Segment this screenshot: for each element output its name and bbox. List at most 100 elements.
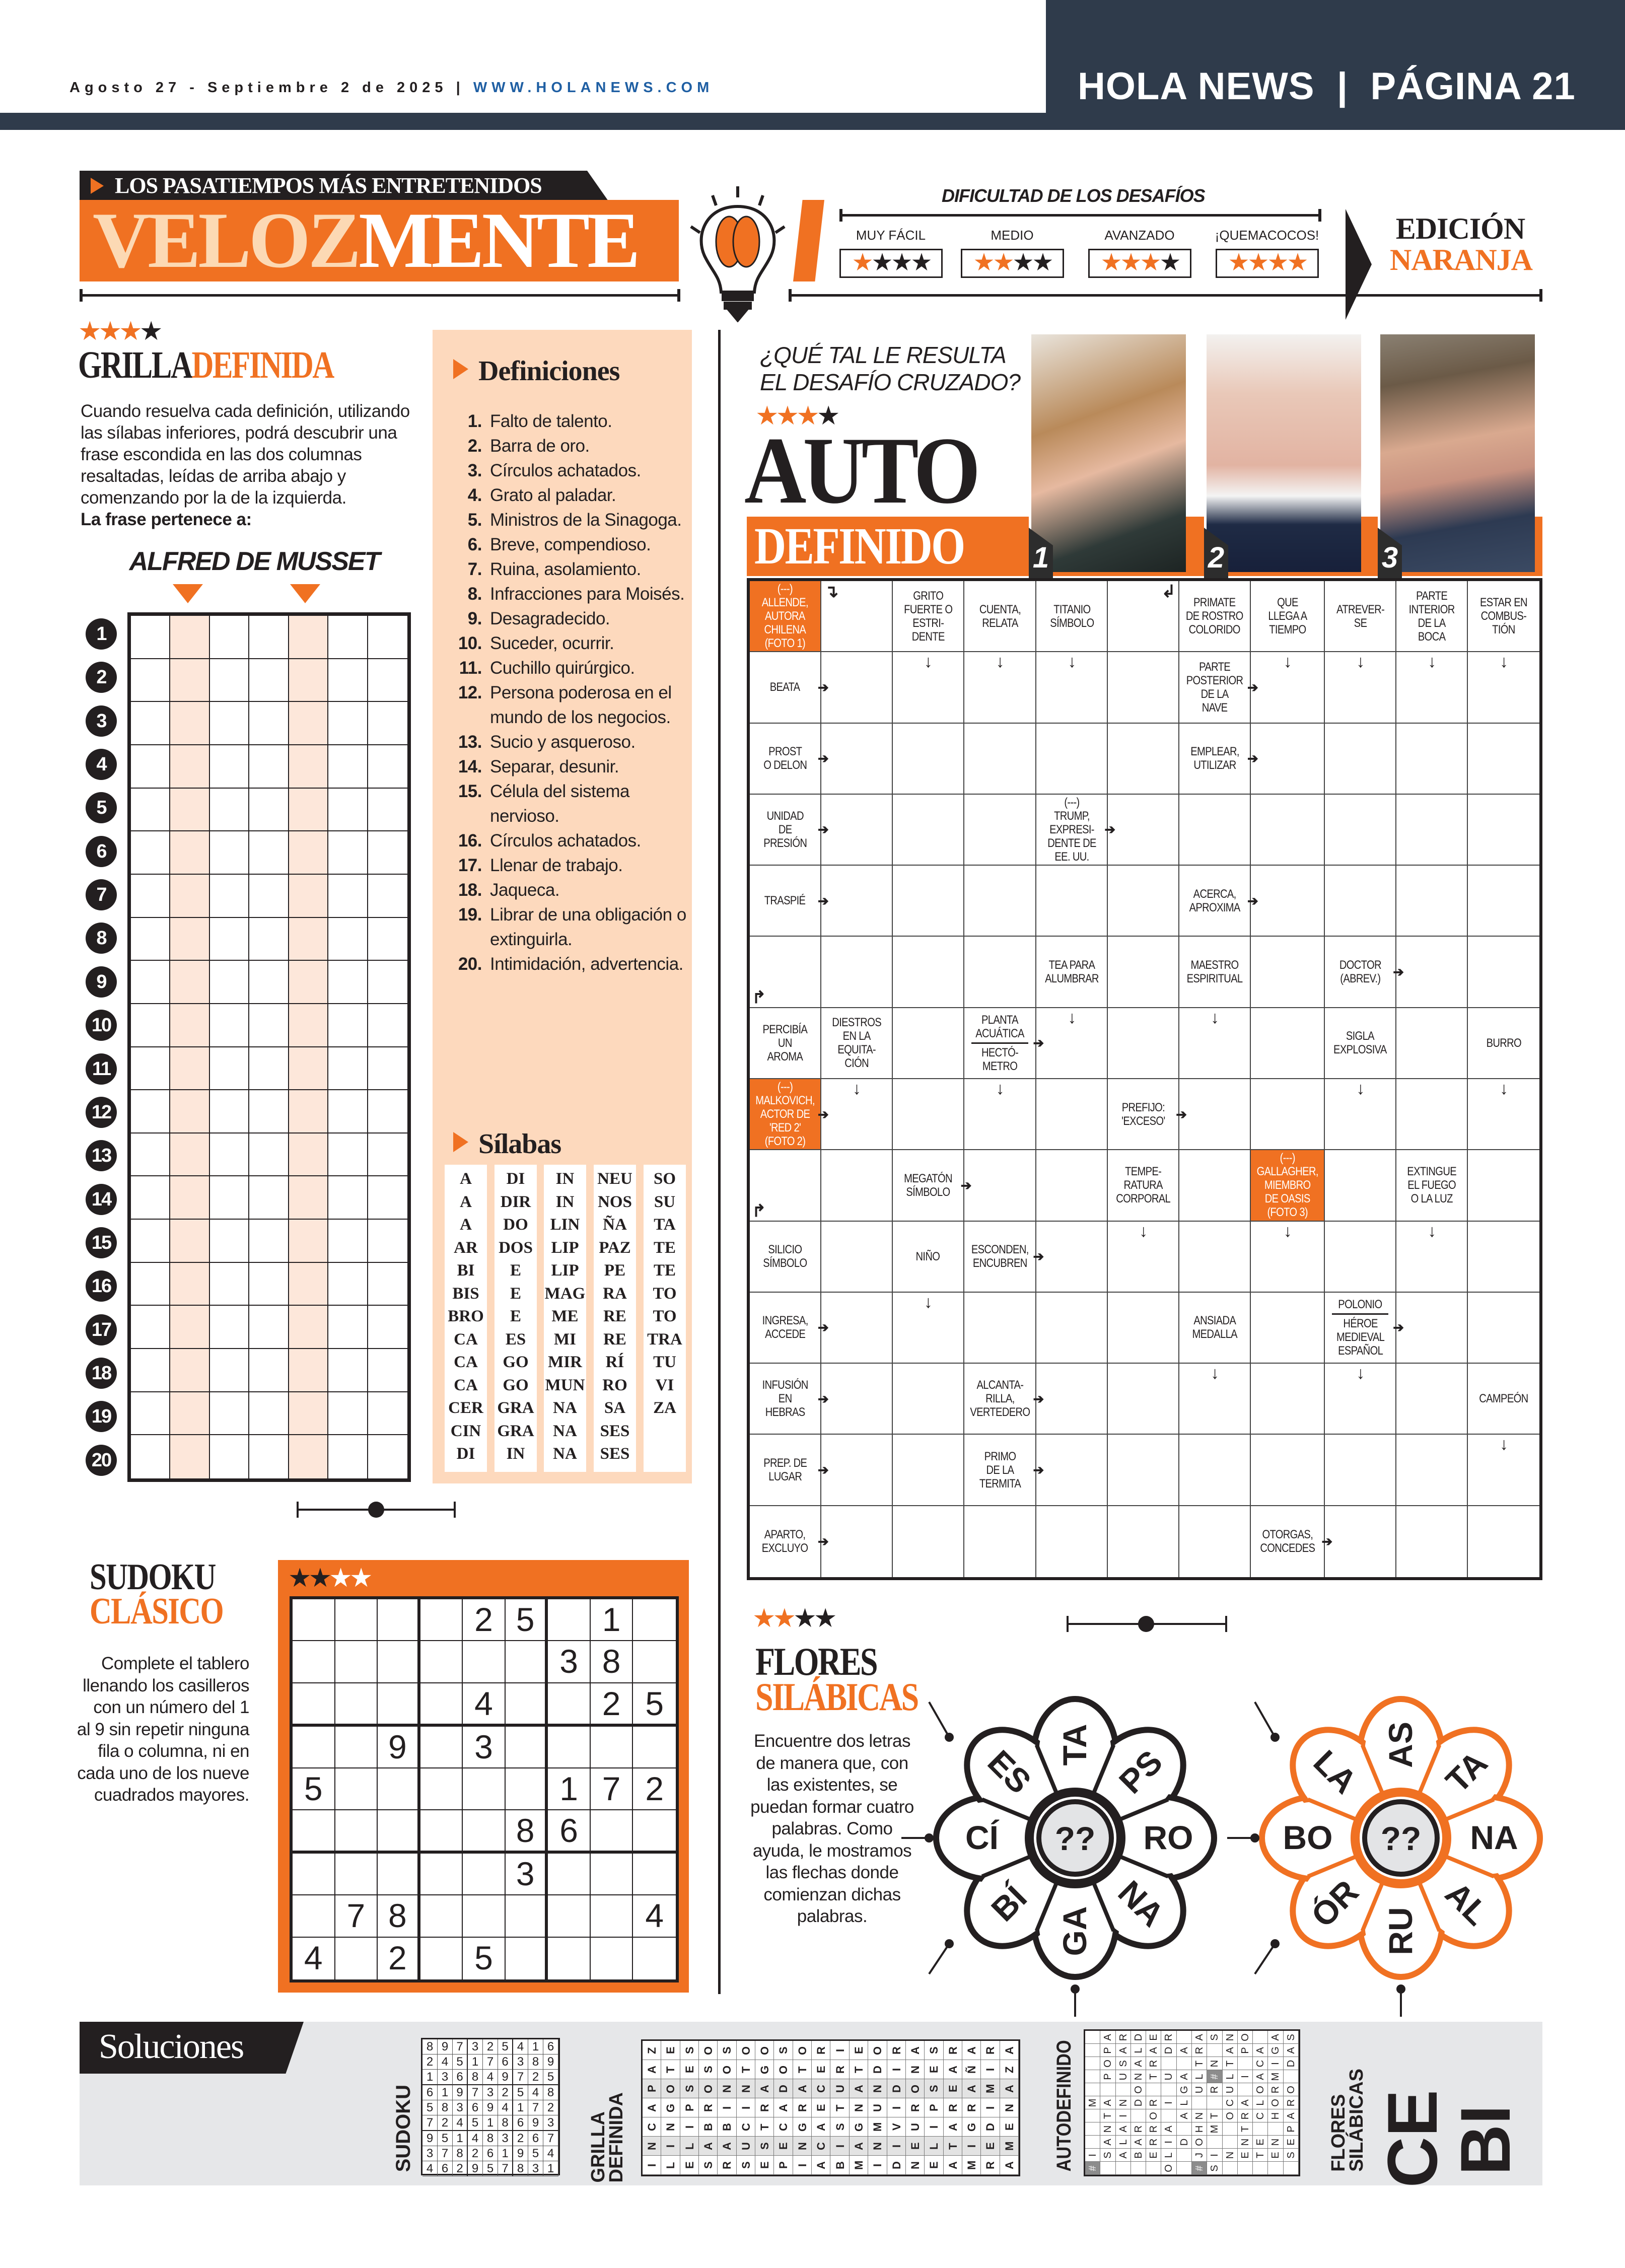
- sudoku-cell[interactable]: [590, 1726, 633, 1768]
- crossword-cell[interactable]: [1036, 866, 1108, 937]
- crossword-cell[interactable]: [1468, 937, 1539, 1008]
- grilla-cell[interactable]: [209, 1090, 250, 1133]
- crossword-cell[interactable]: [1396, 1008, 1468, 1079]
- grilla-cell[interactable]: [249, 788, 289, 832]
- grilla-cell[interactable]: [209, 1220, 250, 1263]
- crossword-cell[interactable]: [1179, 1221, 1251, 1293]
- crossword-cell[interactable]: [1251, 794, 1325, 866]
- sudoku-cell[interactable]: [335, 1854, 378, 1896]
- crossword-cell[interactable]: [1396, 1364, 1468, 1435]
- sudoku-cell[interactable]: [378, 1599, 420, 1642]
- crossword-cell[interactable]: [892, 794, 964, 866]
- crossword-cell[interactable]: ↓: [892, 1292, 964, 1364]
- sudoku-cell[interactable]: [420, 1854, 463, 1896]
- grilla-cell[interactable]: [249, 917, 289, 961]
- sudoku-cell[interactable]: [590, 1895, 633, 1938]
- crossword-cell[interactable]: [1396, 866, 1468, 937]
- crossword-cell[interactable]: [964, 1292, 1037, 1364]
- crossword-cell[interactable]: [892, 1364, 964, 1435]
- grilla-cell[interactable]: [170, 1262, 210, 1306]
- grilla-cell[interactable]: [209, 1004, 250, 1047]
- grilla-cell[interactable]: [170, 961, 210, 1004]
- grilla-cell[interactable]: [368, 1133, 407, 1177]
- sudoku-cell[interactable]: [463, 1895, 506, 1938]
- sudoku-cell[interactable]: [293, 1895, 335, 1938]
- crossword-cell[interactable]: ↓: [1396, 652, 1468, 724]
- grilla-cell[interactable]: [368, 961, 407, 1004]
- sudoku-cell[interactable]: [378, 1641, 420, 1683]
- crossword-cell[interactable]: [1396, 1435, 1468, 1506]
- crossword-cell[interactable]: [1396, 1292, 1468, 1364]
- crossword-cell[interactable]: [1179, 1506, 1251, 1577]
- grilla-cell[interactable]: [249, 1349, 289, 1392]
- grilla-cell[interactable]: [289, 659, 329, 702]
- grilla-cell[interactable]: [368, 1220, 407, 1263]
- sudoku-cell[interactable]: [420, 1895, 463, 1938]
- sudoku-cell[interactable]: 7: [590, 1768, 633, 1811]
- sudoku-cell[interactable]: [633, 1854, 676, 1896]
- crossword-cell[interactable]: [1036, 1221, 1108, 1293]
- grilla-cell[interactable]: [131, 961, 171, 1004]
- grilla-cell[interactable]: [289, 961, 329, 1004]
- crossword-cell[interactable]: [1036, 723, 1108, 795]
- sudoku-cell[interactable]: [548, 1599, 591, 1642]
- grilla-cell[interactable]: [131, 659, 171, 702]
- grilla-cell[interactable]: [289, 1392, 329, 1436]
- crossword-cell[interactable]: [1325, 794, 1397, 866]
- sudoku-cell[interactable]: 5: [463, 1937, 506, 1979]
- grilla-cell[interactable]: [368, 1392, 407, 1436]
- grilla-cell[interactable]: [368, 1263, 407, 1306]
- grilla-cell[interactable]: [209, 831, 250, 875]
- sudoku-cell[interactable]: 3: [463, 1726, 506, 1768]
- crossword-cell[interactable]: [964, 723, 1037, 795]
- grilla-cell[interactable]: [131, 1004, 171, 1047]
- crossword-cell[interactable]: ↓: [1251, 1221, 1325, 1293]
- grilla-cell[interactable]: [289, 831, 329, 875]
- crossword-cell[interactable]: ↓: [1251, 652, 1325, 724]
- grilla-cell[interactable]: [289, 788, 329, 832]
- crossword-cell[interactable]: ↓: [1325, 1364, 1397, 1435]
- grilla-cell[interactable]: [131, 788, 171, 832]
- grilla-cell[interactable]: [170, 874, 210, 918]
- crossword-cell[interactable]: [1468, 1150, 1539, 1222]
- sudoku-cell[interactable]: 4: [293, 1937, 335, 1979]
- crossword-cell[interactable]: [964, 1150, 1037, 1222]
- sudoku-cell[interactable]: [335, 1726, 378, 1768]
- grilla-cell[interactable]: [328, 1133, 368, 1177]
- crossword-cell[interactable]: [1036, 1364, 1108, 1435]
- sudoku-cell[interactable]: [335, 1641, 378, 1683]
- crossword-cell[interactable]: ↓: [1468, 1435, 1539, 1506]
- crossword-cell[interactable]: [1036, 1506, 1108, 1577]
- grilla-cell[interactable]: [209, 1047, 250, 1091]
- site-url-link[interactable]: WWW.HOLANEWS.COM: [473, 80, 714, 96]
- crossword-cell[interactable]: [1396, 937, 1468, 1008]
- sudoku-cell[interactable]: [293, 1810, 335, 1854]
- sudoku-cell[interactable]: [420, 1599, 463, 1642]
- grilla-cell[interactable]: [170, 1220, 210, 1263]
- grilla-cell[interactable]: [289, 1435, 329, 1478]
- grilla-cell[interactable]: [131, 702, 171, 745]
- grilla-cell[interactable]: [328, 745, 368, 789]
- grilla-cell[interactable]: [368, 1090, 407, 1133]
- sudoku-cell[interactable]: 4: [463, 1683, 506, 1727]
- crossword-cell[interactable]: [892, 937, 964, 1008]
- grilla-cell[interactable]: [328, 961, 368, 1004]
- grilla-cell[interactable]: [131, 1435, 171, 1478]
- crossword-cell[interactable]: [1251, 723, 1325, 795]
- sudoku-cell[interactable]: [505, 1895, 548, 1938]
- sudoku-cell[interactable]: [590, 1810, 633, 1854]
- sudoku-cell[interactable]: 2: [633, 1768, 676, 1811]
- crossword-cell[interactable]: ↓: [1468, 652, 1539, 724]
- grilla-cell[interactable]: [328, 1435, 368, 1478]
- crossword-cell[interactable]: [1179, 1435, 1251, 1506]
- grilla-cell[interactable]: [170, 1176, 210, 1220]
- crossword-cell[interactable]: [821, 1150, 893, 1222]
- crossword-cell[interactable]: ↓: [1108, 1221, 1180, 1293]
- grilla-cell[interactable]: [368, 1349, 407, 1392]
- grilla-cell[interactable]: [170, 1133, 210, 1177]
- grilla-cell[interactable]: [289, 702, 329, 745]
- grilla-cell[interactable]: [289, 1090, 329, 1133]
- grilla-cell[interactable]: [209, 917, 250, 961]
- crossword-cell[interactable]: [1036, 1079, 1108, 1151]
- grilla-cell[interactable]: [368, 1004, 407, 1047]
